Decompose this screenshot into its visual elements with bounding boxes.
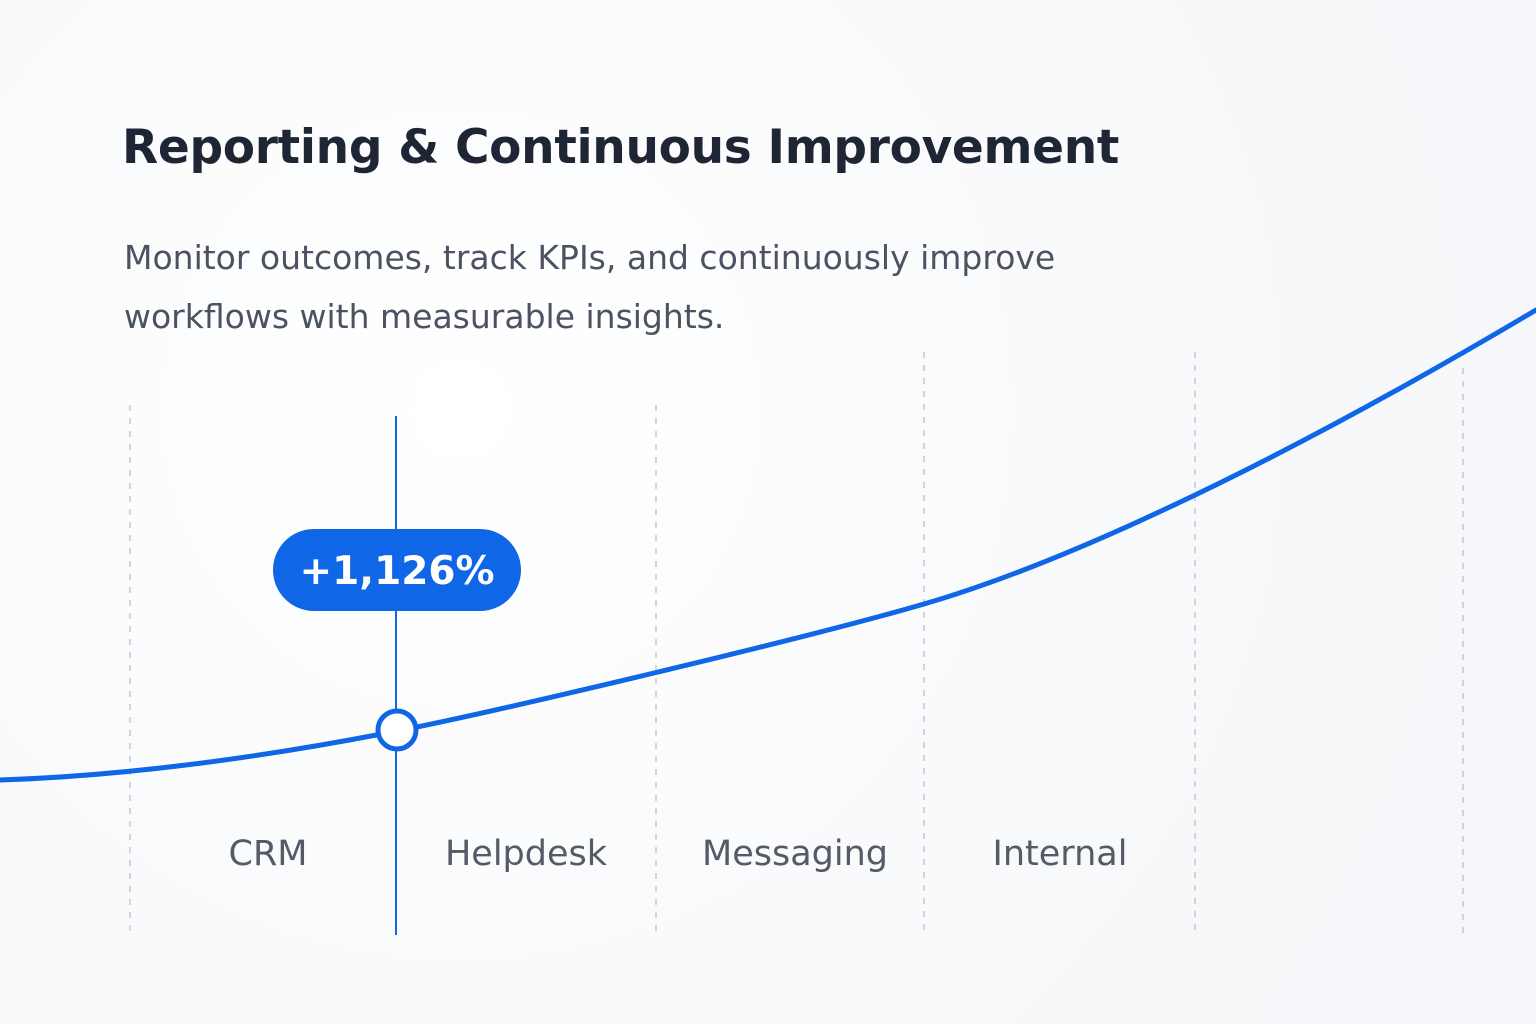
badge-background	[273, 529, 521, 611]
tick-label-helpdesk: Helpdesk	[445, 834, 608, 874]
highlight-badge: +1,126%	[273, 529, 521, 611]
tick-label-crm: CRM	[229, 834, 308, 874]
page-subtitle: Monitor outcomes, track KPIs, and contin…	[124, 238, 1056, 336]
tick-label-messaging: Messaging	[702, 834, 888, 874]
page-title: Reporting & Continuous Improvement	[122, 120, 1120, 175]
x-axis-labels: CRM Helpdesk Messaging Internal	[229, 834, 1128, 874]
highlight-point[interactable]	[375, 708, 419, 752]
growth-line	[0, 307, 1536, 783]
badge-label: +1,126%	[299, 549, 494, 594]
tick-label-internal: Internal	[993, 834, 1128, 874]
